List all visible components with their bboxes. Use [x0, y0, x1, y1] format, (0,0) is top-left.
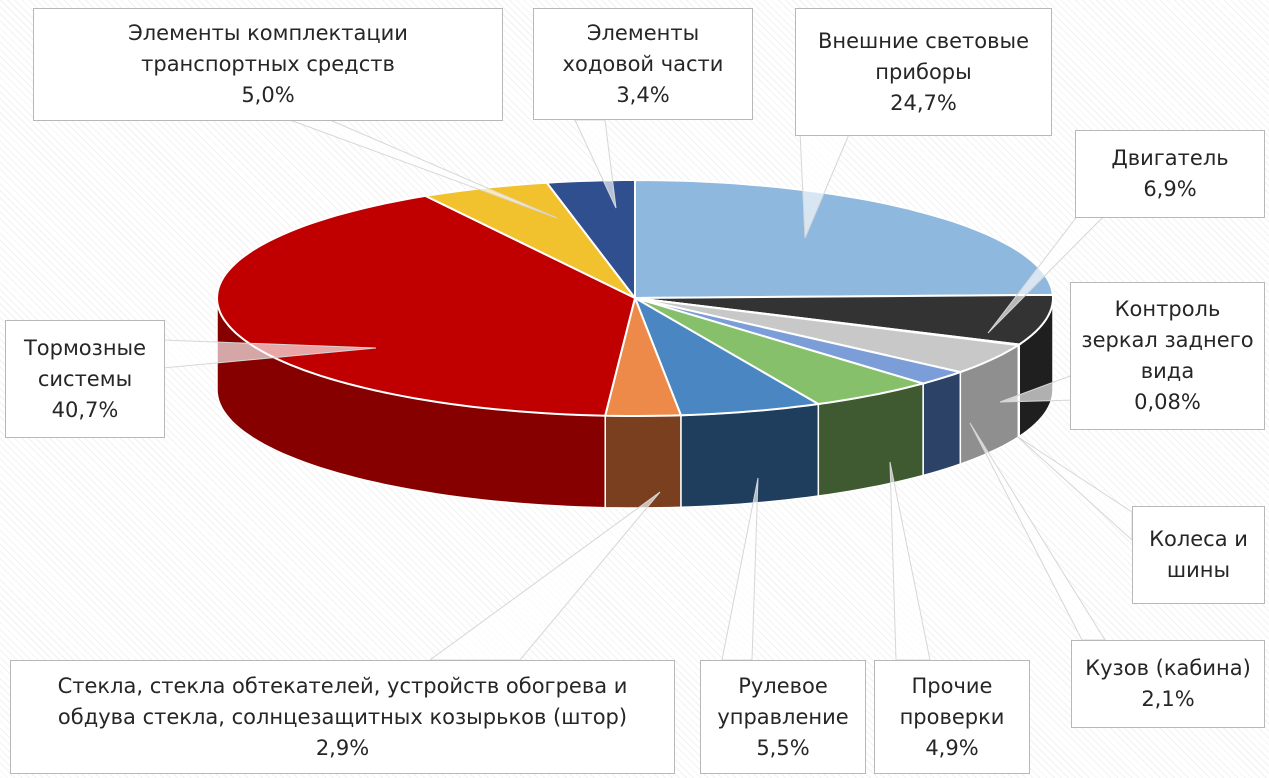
- pie-slice: [634, 293, 1055, 346]
- callout-rulevoe: Рулевое управление 5,5%: [700, 660, 866, 774]
- label-line: обдува стекла, солнцезащитных козырьков …: [57, 704, 628, 729]
- callout-tormoznye: Тормозные системы 40,7%: [5, 320, 165, 438]
- label-line: управление: [717, 704, 849, 729]
- percent-label: 6,9%: [1143, 177, 1197, 201]
- label-line: Внешние световые: [817, 28, 1030, 53]
- pie-side-wall: [922, 371, 962, 477]
- label-line: приборы: [875, 59, 972, 84]
- pie-slice: [634, 297, 927, 406]
- pie-slice: [634, 297, 1022, 374]
- label-line: Контроль: [1114, 297, 1221, 321]
- callout-kolesa: Колеса и шины: [1132, 506, 1265, 604]
- callout-leader: [969, 422, 1106, 641]
- percent-label: 40,7%: [51, 397, 119, 422]
- percent-label: 0,08%: [1134, 390, 1201, 414]
- label-line: зеркал заднего: [1081, 328, 1254, 352]
- pie-side-wall: [680, 403, 820, 509]
- pie-side-wall: [604, 414, 682, 509]
- label-line: Элементы комплектации: [128, 21, 408, 45]
- pie-slice: [603, 294, 683, 417]
- label-line: проверки: [899, 704, 1005, 729]
- callout-kuzov: Кузов (кабина) 2,1%: [1071, 640, 1265, 728]
- callout-komplektacii: Элементы комплектации транспортных средс…: [33, 8, 503, 121]
- percent-label: 4,9%: [925, 735, 979, 760]
- pie-slice: [544, 179, 636, 301]
- label-line: транспортных средств: [141, 52, 395, 76]
- pie-slice: [215, 194, 637, 417]
- callout-stekla: Стекла, стекла обтекателей, устройств об…: [10, 660, 675, 774]
- label-line: Стекла, стекла обтекателей, устройств об…: [57, 673, 628, 698]
- percent-label: 2,9%: [315, 735, 370, 760]
- callout-zerkala: Контроль зеркал заднего вида 0,08%: [1070, 282, 1265, 430]
- callout-leader: [1017, 436, 1133, 542]
- percent-label: 5,0%: [241, 83, 295, 107]
- label-line: шины: [1166, 558, 1231, 582]
- callout-vneshnie: Внешние световые приборы 24,7%: [795, 8, 1052, 136]
- percent-label: 3,4%: [616, 82, 670, 107]
- percent-label: 2,1%: [1141, 687, 1195, 711]
- callout-leader: [428, 491, 661, 661]
- label-line: системы: [37, 366, 133, 391]
- label-line: вида: [1140, 359, 1195, 383]
- callout-hodovaya: Элементы ходовой части 3,4%: [533, 8, 753, 120]
- label-line: Колеса и: [1149, 527, 1248, 551]
- pie-slice: [634, 178, 1055, 300]
- callout-dvigatel: Двигатель 6,9%: [1075, 130, 1265, 218]
- label-line: Тормозные: [23, 335, 147, 360]
- label-line: ходовой части: [562, 51, 724, 76]
- callout-prochie: Прочие проверки 4,9%: [874, 660, 1030, 774]
- pie-slice: [633, 295, 822, 417]
- label-line: Рулевое: [738, 673, 828, 698]
- percent-label: 5,5%: [756, 735, 810, 760]
- label-line: Элементы: [586, 20, 700, 45]
- label-line: Кузов (кабина): [1085, 656, 1251, 680]
- percent-label: 24,7%: [890, 90, 957, 115]
- label-line: Прочие: [911, 673, 993, 698]
- label-line: Двигатель: [1111, 146, 1229, 170]
- callout-leader: [889, 461, 931, 661]
- callout-leader: [574, 119, 617, 209]
